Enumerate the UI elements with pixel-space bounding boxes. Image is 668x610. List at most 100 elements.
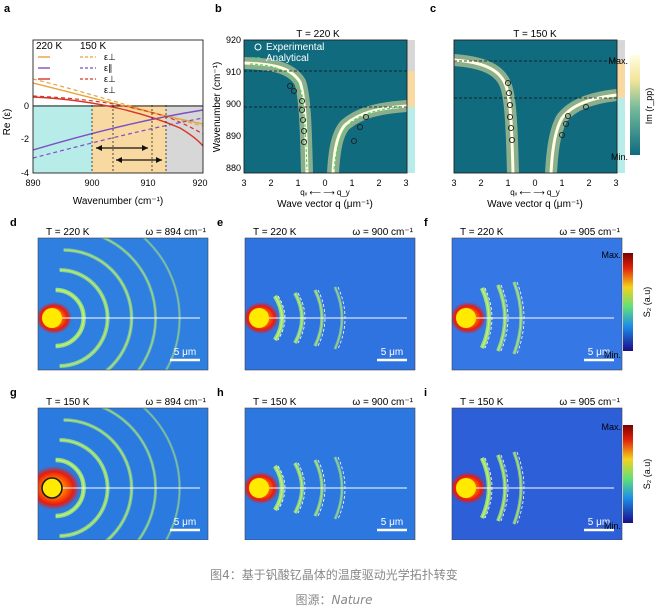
colorbar-s2-top: Max. Min. S₂ (a.u) xyxy=(601,250,652,360)
ylabel-b: Wavenumber (cm⁻¹) xyxy=(212,62,223,152)
strip-yellow-c xyxy=(617,61,625,98)
legend-label: ε∥ xyxy=(104,63,113,73)
xlabel-b: Wave vector q (μm⁻¹) xyxy=(277,199,373,210)
panel-a: a 220 K 150 K ε⊥ xyxy=(2,3,208,207)
map-omega: ω = 894 cm⁻¹ xyxy=(145,227,206,238)
legend-analytical: Analytical xyxy=(266,53,309,64)
xtick-910: 910 xyxy=(140,178,155,188)
colorbar-s2-label: S₂ (a.u) xyxy=(642,287,652,318)
xtick: 0 xyxy=(322,178,327,188)
map-temperature: T = 220 K xyxy=(46,227,90,238)
region-yellow xyxy=(92,105,166,173)
analytical-b-right xyxy=(333,106,401,171)
colorbar-s2-bar xyxy=(623,253,633,351)
analytical-b-left xyxy=(249,63,308,171)
map-temperature: T = 150 K xyxy=(253,397,297,408)
curve-purple-solid xyxy=(33,109,203,151)
map-content xyxy=(38,238,208,370)
colorbar-im-label: Im (r_pp) xyxy=(644,88,654,125)
map-panel-i: i T = 150 K ω = 905 cm⁻¹ 5 μm xyxy=(424,387,623,540)
strip-gray-b xyxy=(407,40,415,71)
curve-purple-dash xyxy=(33,117,203,159)
xtick: 3 xyxy=(613,178,618,188)
exp-points-b xyxy=(286,82,370,146)
data-point xyxy=(508,136,516,144)
map-frame xyxy=(451,407,623,540)
data-point xyxy=(506,101,514,109)
scale-bar-label: 5 μm xyxy=(381,517,403,528)
data-point xyxy=(350,137,358,145)
map-frame xyxy=(37,237,209,371)
panel-letter-h: h xyxy=(217,387,224,399)
ylabel-a: Re (ε) xyxy=(2,109,13,136)
panel-letter-i: i xyxy=(424,387,427,399)
data-point xyxy=(504,79,512,87)
map-content xyxy=(245,408,415,540)
map-omega: ω = 905 cm⁻¹ xyxy=(559,397,620,408)
data-point xyxy=(298,106,306,114)
xtick-890: 890 xyxy=(25,178,40,188)
map-background xyxy=(452,408,622,540)
xtick: 1 xyxy=(295,178,300,188)
colorbar-s2-label: S₂ (a.u) xyxy=(642,459,652,490)
near-field-maps: d T = 220 K ω = 894 cm⁻¹ 5 μm e T = 220 K ω = … xyxy=(10,217,623,540)
panel-letter-a: a xyxy=(4,3,11,15)
curve-orange-solid xyxy=(33,82,203,125)
band-left-c-core xyxy=(454,58,515,173)
axes-frame-b xyxy=(243,39,408,174)
xtick: 1 xyxy=(505,178,510,188)
panel-c: c T = 150 K xyxy=(430,3,654,210)
xticks-b: 3 2 1 0 1 2 3 xyxy=(241,178,408,188)
band-left-b-core xyxy=(244,61,309,173)
strip-yellow-b xyxy=(407,71,415,107)
legend-exp-marker xyxy=(254,43,262,51)
panel-letter-b: b xyxy=(215,3,222,15)
band-right-c-core xyxy=(549,93,617,173)
xtick-920: 920 xyxy=(192,178,207,188)
panel-letter-d: d xyxy=(10,217,17,229)
ytick-910: 910 xyxy=(226,67,241,77)
xtick: 0 xyxy=(532,178,537,188)
ytick-minus4: -4 xyxy=(21,168,29,178)
data-point xyxy=(356,123,364,131)
region-cyan xyxy=(33,105,92,173)
colorbar-s2-min: Min. xyxy=(604,350,621,360)
ytick-890: 890 xyxy=(226,131,241,141)
tip-disk xyxy=(456,478,476,498)
ytick-920: 920 xyxy=(226,35,241,45)
xticks-c: 3 2 1 0 1 2 3 xyxy=(451,178,618,188)
curve-red-dash xyxy=(33,95,203,135)
curve-orange-dash xyxy=(33,78,203,127)
panel-b: b T = 220 K xyxy=(212,3,415,210)
map-content xyxy=(38,408,208,540)
map-content xyxy=(245,238,415,370)
figure-canvas: a 220 K 150 K ε⊥ xyxy=(2,3,654,540)
data-point xyxy=(562,120,570,128)
ytick-minus2: -2 xyxy=(21,134,29,144)
curve-red-solid xyxy=(33,96,203,147)
xtick: 3 xyxy=(451,178,456,188)
panel-letter-e: e xyxy=(217,217,223,229)
fringe-guide xyxy=(500,454,509,522)
data-point xyxy=(300,138,308,146)
map-temperature: T = 220 K xyxy=(460,227,504,238)
map-panel-h: h T = 150 K ω = 900 cm⁻¹ 5 μm xyxy=(217,387,416,540)
map-background xyxy=(452,238,622,370)
scale-bar-label: 5 μm xyxy=(174,517,196,528)
xlabel-c: Wave vector q (μm⁻¹) xyxy=(487,199,583,210)
map-frame xyxy=(451,237,623,371)
source-prefix: 图源： xyxy=(295,593,332,607)
ytick-900: 900 xyxy=(226,99,241,109)
tip-disk xyxy=(41,477,63,499)
data-point xyxy=(582,103,590,111)
xtick: 2 xyxy=(376,178,381,188)
data-point xyxy=(300,127,308,135)
legend-experimental: Experimental xyxy=(266,42,324,53)
scale-bar-label: 5 μm xyxy=(174,347,196,358)
title-c: T = 150 K xyxy=(513,29,557,40)
colorbar-s2-max: Max. xyxy=(601,250,621,260)
figure-source: 图源：Nature xyxy=(0,591,668,608)
colorbar-s2-max: Max. xyxy=(601,422,621,432)
data-point xyxy=(290,87,298,95)
axes-frame-c xyxy=(453,39,618,174)
